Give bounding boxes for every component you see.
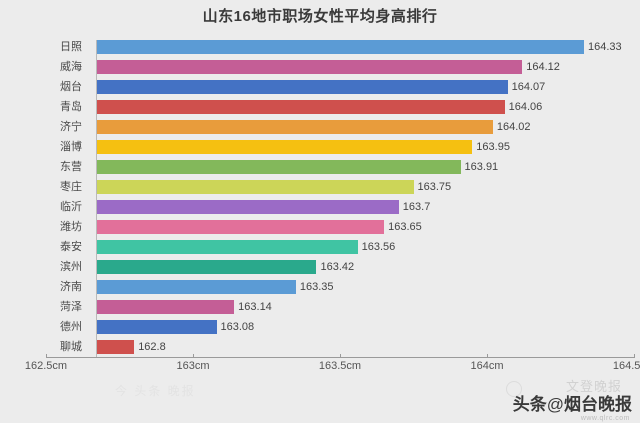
x-tick (487, 354, 488, 358)
category-label: 临沂 (60, 201, 82, 213)
category-label: 菏泽 (60, 301, 82, 313)
value-label: 163.65 (388, 221, 422, 233)
bar (97, 260, 317, 274)
watermark-toutiao: 头条@烟台晚报 (513, 390, 632, 415)
bar-row: 滨州 163.42 (0, 258, 640, 276)
bar-row: 泰安 163.56 (0, 238, 640, 256)
bar-row: 东营 163.91 (0, 158, 640, 176)
plot-area: 日照 164.33 威海 164.12 烟台 164.07 青岛 164.06 济宁 164.02… (0, 38, 640, 358)
category-label: 东营 (60, 161, 82, 173)
value-label: 164.33 (588, 41, 622, 53)
value-label: 163.91 (464, 161, 499, 173)
bar-row: 德州 163.08 (0, 318, 640, 336)
bar-row: 菏泽 163.14 (0, 298, 640, 316)
category-label: 日照 (60, 41, 82, 53)
bar (97, 100, 505, 114)
value-label: 164.06 (508, 101, 543, 113)
value-label: 163.7 (402, 201, 431, 213)
watermark-circle-icon (506, 381, 522, 397)
bar-row: 聊城 162.8 (0, 338, 640, 356)
chart-title: 山东16地市职场女性平均身高排行 (202, 8, 438, 25)
value-label: 162.8 (138, 341, 166, 353)
watermark-url: www.qlrc.com (580, 415, 630, 422)
category-label: 聊城 (60, 341, 82, 353)
category-label: 潍坊 (60, 221, 82, 233)
y-axis-line (96, 40, 97, 357)
bar-row: 青岛 164.06 (0, 98, 640, 116)
bar-row: 日照 164.33 (0, 38, 640, 56)
category-label: 济南 (60, 281, 82, 293)
x-tick-label: 163.5cm (318, 360, 362, 372)
bar (97, 160, 461, 174)
bar-row: 淄博 163.95 (0, 138, 640, 156)
bar (97, 200, 399, 214)
value-label: 163.42 (320, 261, 355, 273)
bar-row: 威海 164.12 (0, 58, 640, 76)
x-tick-label: 164cm (470, 360, 504, 372)
value-label: 163.35 (299, 281, 334, 293)
watermark-account: 烟台晚报 (564, 395, 632, 414)
bar (97, 320, 217, 334)
watermark-at-symbol: @ (546, 395, 564, 414)
bar (97, 140, 473, 154)
value-label: 164.07 (511, 81, 546, 93)
bar (97, 300, 235, 314)
category-label: 枣庄 (60, 181, 82, 193)
bar-row: 济南 163.35 (0, 278, 640, 296)
bar-row: 潍坊 163.65 (0, 218, 640, 236)
watermark-center: 今 头条 晚报 (115, 384, 196, 398)
x-tick (46, 354, 47, 358)
category-label: 济宁 (60, 121, 82, 133)
category-label: 烟台 (60, 81, 82, 93)
bar (97, 60, 523, 74)
value-label: 163.08 (220, 321, 255, 333)
x-tick (634, 354, 635, 358)
category-label: 泰安 (60, 241, 82, 253)
category-label: 威海 (60, 61, 82, 73)
category-label: 淄博 (60, 141, 82, 153)
value-label: 163.56 (361, 241, 396, 253)
bar-row: 枣庄 163.75 (0, 178, 640, 196)
bar (97, 80, 508, 94)
category-label: 滨州 (60, 261, 82, 273)
value-label: 163.75 (417, 181, 452, 193)
bar (97, 240, 358, 254)
x-tick-label: 162.5cm (24, 360, 68, 372)
bar (97, 180, 414, 194)
bar-row: 济宁 164.02 (0, 118, 640, 136)
x-tick-label: 164.5cm (612, 360, 640, 372)
bar-row: 烟台 164.07 (0, 78, 640, 96)
value-label: 164.12 (526, 61, 560, 73)
x-tick-label: 163cm (176, 360, 210, 372)
category-label: 青岛 (60, 101, 82, 113)
x-tick (193, 354, 194, 358)
x-tick (340, 354, 341, 358)
bar (97, 220, 385, 234)
bar-row: 临沂 163.7 (0, 198, 640, 216)
watermark-faint: 文登晚报 (565, 379, 622, 394)
bar (97, 280, 296, 294)
watermark-prefix: 头条 (512, 395, 547, 414)
category-label: 德州 (60, 321, 82, 333)
bar (97, 40, 585, 54)
value-label: 164.02 (496, 121, 531, 133)
bar (97, 340, 135, 354)
value-label: 163.95 (476, 141, 510, 153)
bar (97, 120, 493, 134)
value-label: 163.14 (238, 301, 272, 313)
